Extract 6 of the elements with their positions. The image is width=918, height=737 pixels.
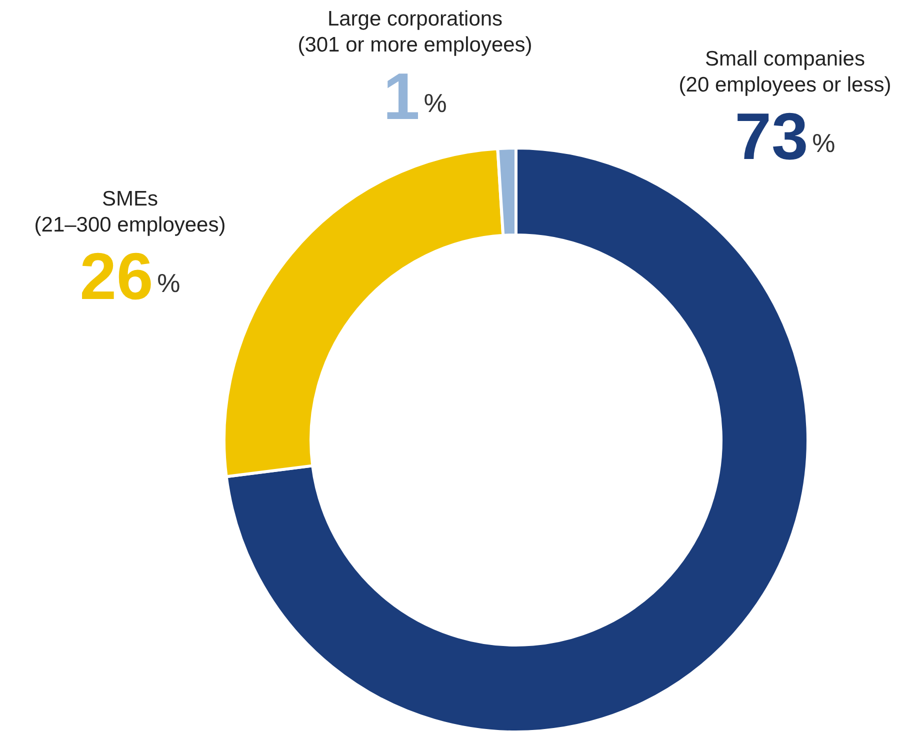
data-label: 73% [734,99,836,173]
data-label: 26% [80,239,180,313]
slice-label: Small companies (20 employees or less) [678,48,892,96]
slice-label: Large corporations (301 or more employees) [298,8,532,56]
slice-label: SMEs (21–300 employees) [34,188,226,236]
data-label: 1% [383,59,447,133]
